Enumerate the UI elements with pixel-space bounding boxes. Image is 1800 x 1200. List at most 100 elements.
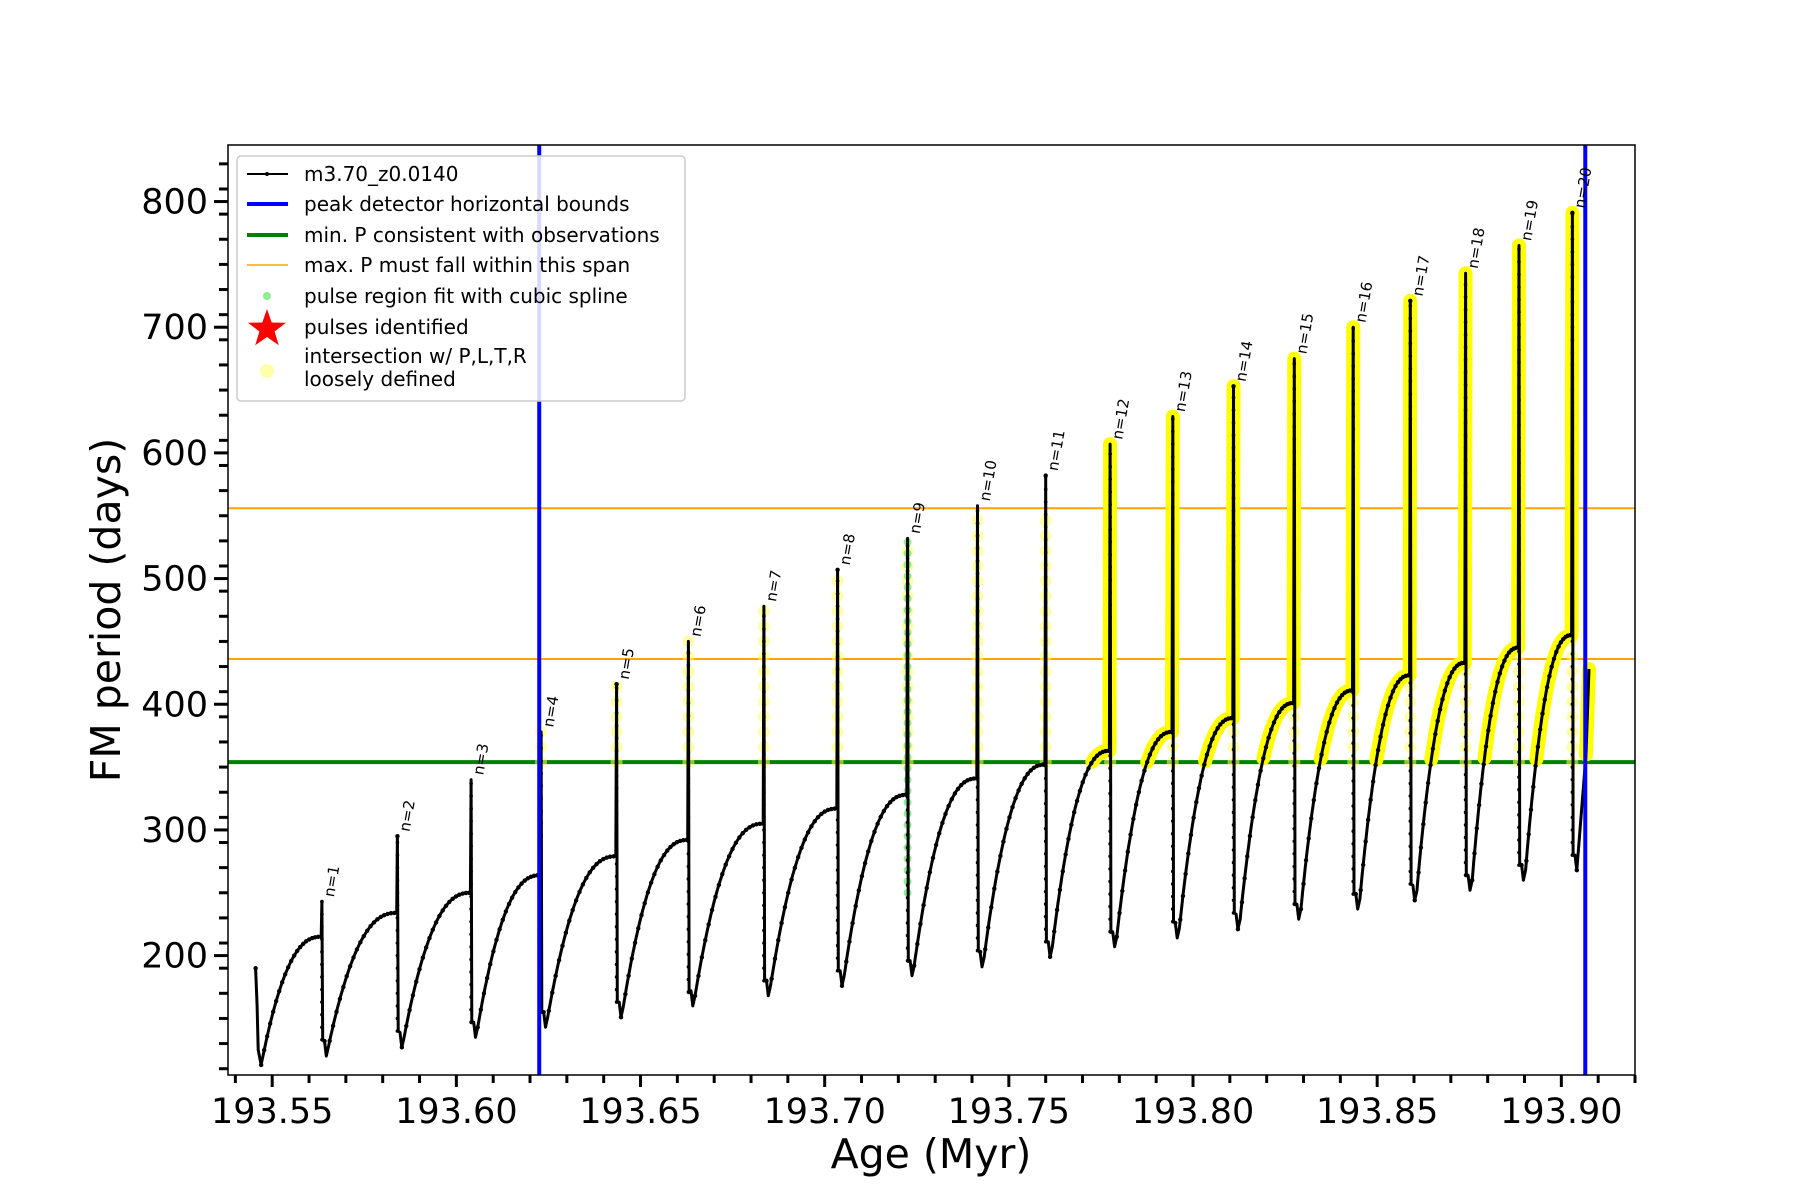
- series-point: [661, 852, 667, 858]
- series-point: [1351, 490, 1356, 494]
- series-point: [1043, 889, 1048, 894]
- series-point: [253, 965, 258, 971]
- series-point: [1108, 841, 1112, 846]
- series-point: [975, 622, 980, 626]
- series-point: [713, 894, 718, 899]
- series-point: [762, 878, 766, 883]
- series-point: [1517, 335, 1521, 340]
- series-point: [1418, 845, 1424, 850]
- series-point: [905, 895, 910, 900]
- series-point: [762, 966, 766, 970]
- series-point: [1365, 817, 1371, 822]
- legend-entry: pulses identified: [248, 309, 469, 346]
- series-point: [762, 765, 766, 769]
- series-point: [686, 789, 691, 793]
- series-point: [395, 916, 400, 920]
- series-point: [819, 811, 824, 817]
- series-point: [1156, 737, 1161, 742]
- series-point: [1231, 722, 1236, 727]
- series-point: [1570, 275, 1575, 279]
- series-point: [614, 774, 619, 778]
- series-point: [1043, 814, 1048, 818]
- series-point: [1004, 826, 1009, 832]
- series-point: [1269, 727, 1274, 732]
- y-axis-title: FM period (days): [82, 438, 130, 782]
- series-point: [475, 1025, 480, 1030]
- series-point: [762, 664, 766, 669]
- series-point: [750, 823, 756, 828]
- series-point: [1292, 801, 1297, 806]
- series-point: [835, 692, 840, 697]
- series-point: [1517, 398, 1521, 402]
- series-point: [762, 941, 766, 945]
- series-point: [320, 937, 324, 942]
- series-point: [975, 534, 980, 538]
- series-point: [1540, 711, 1545, 716]
- series-point: [1292, 839, 1297, 844]
- series-point: [924, 885, 929, 891]
- series-point: [1463, 471, 1468, 475]
- series-point: [1570, 438, 1575, 443]
- series-point: [1517, 561, 1521, 566]
- series-point: [433, 920, 439, 925]
- series-point: [1231, 395, 1236, 400]
- series-point: [786, 890, 791, 895]
- series-point: [686, 726, 691, 730]
- series-point: [1274, 714, 1279, 719]
- legend-box: [236, 155, 686, 402]
- series-point: [1447, 674, 1452, 680]
- series-point: [1007, 815, 1012, 820]
- series-point: [1043, 474, 1048, 479]
- pulse-label: n=16: [1351, 280, 1376, 324]
- series-point: [1463, 320, 1468, 325]
- series-point: [1408, 869, 1413, 874]
- series-point: [546, 1008, 552, 1014]
- pulse-label: n=2: [396, 799, 419, 833]
- series-point: [975, 634, 980, 639]
- series-point: [469, 1007, 473, 1012]
- series-point: [614, 874, 619, 879]
- series-point: [395, 834, 400, 839]
- series-point: [686, 889, 691, 894]
- series-point: [655, 864, 660, 870]
- series-point: [905, 720, 910, 724]
- series-point: [686, 801, 691, 806]
- series-point: [1351, 804, 1356, 808]
- series-point: [998, 853, 1003, 859]
- series-point: [1108, 464, 1112, 469]
- series-point: [407, 1007, 412, 1013]
- series-point: [420, 955, 426, 960]
- series-point: [1517, 360, 1521, 365]
- series-point: [1292, 688, 1297, 693]
- series-point: [614, 736, 619, 740]
- series-point: [762, 928, 766, 933]
- series-point: [686, 776, 691, 781]
- series-point: [469, 894, 473, 899]
- series-point: [1047, 954, 1053, 960]
- series-point: [1442, 688, 1448, 693]
- series-point: [597, 859, 603, 864]
- series-point: [1292, 525, 1297, 529]
- series-point: [686, 927, 691, 932]
- series-point: [835, 679, 840, 684]
- series-point: [1463, 810, 1468, 815]
- series-point: [762, 828, 766, 832]
- series-point: [1463, 873, 1468, 877]
- series-point: [1570, 802, 1575, 807]
- series-point: [762, 802, 766, 807]
- series-point: [258, 1062, 264, 1068]
- series-point: [1170, 593, 1175, 597]
- series-point: [1351, 841, 1356, 846]
- series-point: [1170, 894, 1175, 899]
- series-point: [686, 902, 691, 906]
- series-point: [1375, 747, 1381, 753]
- series-point: [1542, 697, 1547, 702]
- series-point: [469, 806, 473, 811]
- series-point: [1570, 375, 1575, 380]
- series-point: [975, 785, 980, 790]
- series-point: [915, 941, 920, 947]
- series-point: [1043, 500, 1048, 504]
- series-point: [285, 965, 291, 970]
- series-point: [1292, 826, 1297, 831]
- series-point: [866, 849, 871, 854]
